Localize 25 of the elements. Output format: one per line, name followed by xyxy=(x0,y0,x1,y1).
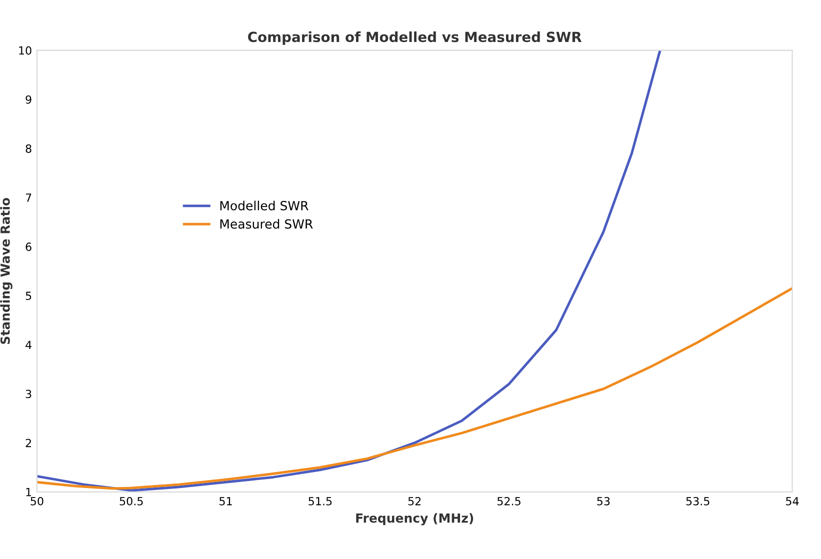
x-tick-label: 53 xyxy=(597,496,610,506)
y-tick-label: 2 xyxy=(26,438,31,448)
legend-label: Measured SWR xyxy=(220,219,313,229)
chart-title: Comparison of Modelled vs Measured SWR xyxy=(248,31,582,45)
line-series xyxy=(36,287,792,490)
y-tick-label: 5 xyxy=(26,292,32,300)
y-tick-label: 4 xyxy=(26,340,32,349)
x-tick-label: 50.5 xyxy=(120,496,143,506)
x-tick-label: 53.5 xyxy=(686,496,710,506)
x-tick-label: 51 xyxy=(220,497,232,506)
y-tick-label: 1 xyxy=(26,488,32,496)
y-axis-title: Standing Wave Ratio xyxy=(0,198,12,344)
x-tick-label: 51.5 xyxy=(308,497,332,506)
y-tick-label: 7 xyxy=(26,194,32,202)
x-tick-label: 52 xyxy=(408,496,421,506)
y-tick-label: 10 xyxy=(19,46,32,55)
y-tick-label: 6 xyxy=(26,242,32,251)
y-tick-label: 8 xyxy=(26,144,32,153)
legend-label: Modelled SWR xyxy=(220,200,308,210)
y-tick-label: 3 xyxy=(26,390,32,398)
x-tick-label: 50 xyxy=(30,496,44,506)
x-tick-label: 54 xyxy=(786,497,799,506)
y-tick-label: 9 xyxy=(26,95,32,104)
x-axis-title: Frequency (MHz) xyxy=(356,513,474,526)
x-tick-label: 52.5 xyxy=(498,496,520,506)
